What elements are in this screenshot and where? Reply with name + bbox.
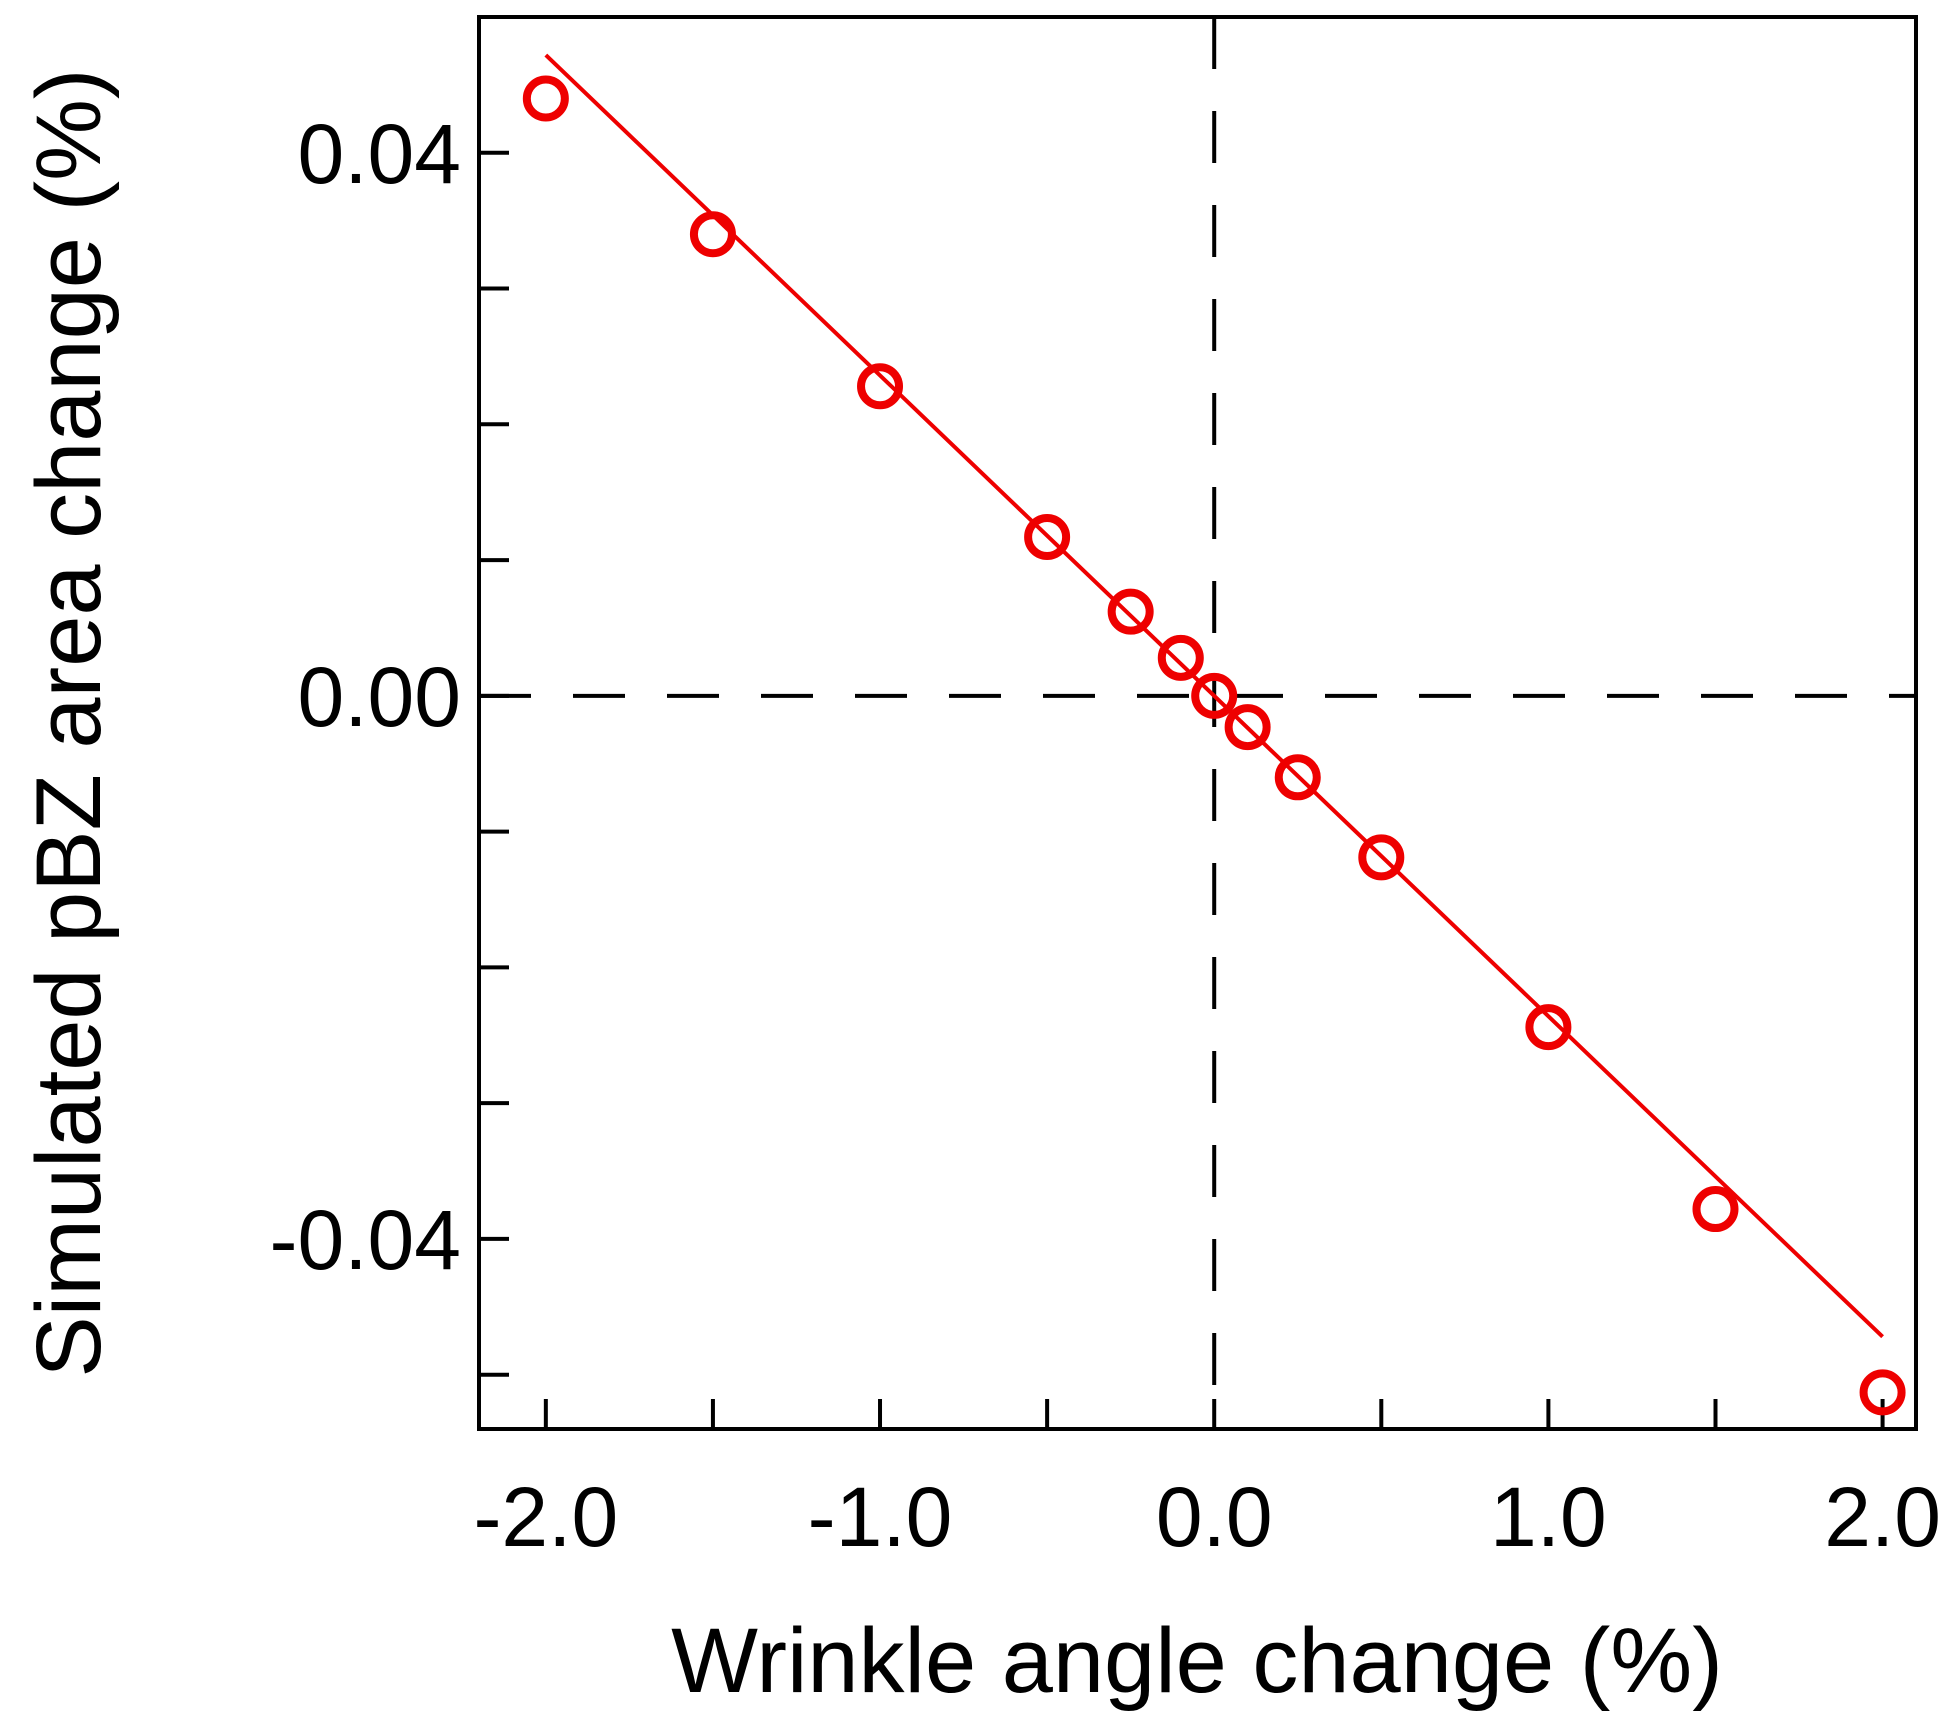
y-tick-label: 0.00 xyxy=(298,650,462,744)
data-point xyxy=(689,211,736,258)
x-tick-label: 2.0 xyxy=(1824,1470,1941,1564)
x-axis-ticks: -2.0 -1.0 0.0 1.0 2.0 xyxy=(473,1399,1941,1564)
data-point xyxy=(857,363,904,410)
y-axis-ticks: 0.04 0.00 -0.04 xyxy=(270,107,509,1377)
plot-frame xyxy=(477,15,1918,1431)
x-tick-label: -1.0 xyxy=(808,1470,953,1564)
reference-lines xyxy=(479,17,1916,1429)
data-point xyxy=(522,75,569,122)
y-tick-label: -0.04 xyxy=(270,1193,461,1287)
data-point xyxy=(1859,1369,1906,1416)
y-axis-title: Simulated pBZ area change (%) xyxy=(18,68,120,1377)
y-tick-label: 0.04 xyxy=(298,107,462,201)
data-point xyxy=(1024,513,1071,560)
data-point xyxy=(1191,672,1238,719)
fit-line-group xyxy=(544,53,1884,1339)
data-point xyxy=(1358,834,1405,881)
x-axis-title: Wrinkle angle change (%) xyxy=(671,1610,1723,1712)
x-tick-label: 0.0 xyxy=(1156,1470,1273,1564)
data-point xyxy=(1692,1186,1739,1233)
x-tick-label: 1.0 xyxy=(1490,1470,1607,1564)
fit-line xyxy=(544,53,1884,1339)
data-point xyxy=(1107,588,1154,635)
data-point xyxy=(1157,634,1204,681)
data-point xyxy=(1274,754,1321,801)
data-point xyxy=(1224,704,1271,751)
x-tick-label: -2.0 xyxy=(473,1470,618,1564)
data-points xyxy=(522,75,1906,1416)
data-point xyxy=(1525,1004,1572,1051)
